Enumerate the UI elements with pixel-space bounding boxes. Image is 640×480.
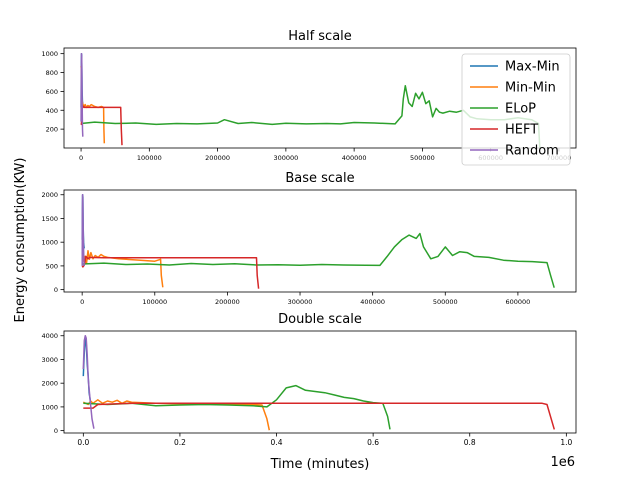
series-line-elop [83, 384, 391, 430]
x-tick-label: 400000 [360, 298, 385, 306]
x-tick-label: 0.4 [271, 438, 283, 447]
y-tick-label: 1000 [41, 403, 58, 411]
subplot-double: Double scale 0.0 0.2 0.4 0.6 0.8 1.0 0 1000 2000 3… [41, 312, 577, 447]
x-tick-label: 100000 [142, 298, 167, 306]
y-tick-label: 2000 [41, 380, 58, 388]
legend-box [461, 53, 571, 166]
x-tick-label: 0.2 [174, 438, 186, 447]
legend: Max-Min Min-Min ELoP HEFT Random [461, 53, 571, 166]
x-offset-label: 1e6 [550, 455, 575, 470]
x-tick-label: 500000 [410, 154, 435, 162]
y-tick-label: 2000 [41, 191, 58, 199]
y-tick-label: 4000 [41, 332, 58, 340]
series-group [82, 334, 556, 431]
x-axis-label: Time (minutes) [270, 457, 370, 472]
y-tick-label: 200 [46, 126, 58, 134]
x-tick-label: 500000 [433, 298, 458, 306]
legend-label: Random [505, 144, 559, 159]
y-axis-label: Energy consumption(KW) [13, 158, 28, 323]
x-tick-label: 1.0 [560, 438, 572, 447]
x-tick-label: 300000 [273, 154, 298, 162]
x-tick-label: 0.8 [464, 438, 476, 447]
axes-frame [63, 330, 577, 434]
subplot-title: Base scale [285, 171, 354, 186]
subplot-base: Base scale 0 100000 200000 300000 400000 50000… [41, 171, 577, 306]
y-tick-label: 0 [54, 427, 58, 435]
x-tick-label: 600000 [505, 298, 530, 306]
y-tick-label: 500 [46, 262, 58, 270]
y-tick-label: 1000 [41, 50, 58, 58]
series-line-elop [82, 232, 555, 288]
series-line-random [82, 334, 95, 429]
x-tick-label: 300000 [288, 298, 313, 306]
x-tick-label: 100000 [137, 154, 162, 162]
legend-label: ELoP [505, 102, 536, 117]
series-line-heft [81, 255, 260, 289]
legend-label: Max-Min [505, 60, 560, 75]
series-line-random [81, 193, 86, 266]
legend-label: Min-Min [505, 81, 556, 96]
x-tick-label: 200000 [215, 298, 240, 306]
x-tick-label: 0.0 [77, 438, 89, 447]
y-tick-label: 1500 [41, 215, 58, 223]
y-tick-label: 0 [54, 286, 58, 294]
x-tick-label: 400000 [342, 154, 367, 162]
x-tick-label: 200000 [205, 154, 230, 162]
series-line-random [80, 52, 84, 137]
axes-frame [63, 189, 577, 293]
y-tick-label: 3000 [41, 356, 58, 364]
axes-frame [63, 47, 577, 149]
y-tick-label: 400 [46, 107, 58, 115]
y-tick-label: 1000 [41, 239, 58, 247]
subplot-title: Double scale [278, 312, 362, 327]
y-tick-label: 600 [46, 88, 58, 96]
series-group [81, 193, 555, 289]
x-tick-label: 0 [79, 154, 83, 162]
legend-label: HEFT [505, 123, 538, 138]
x-tick-label: 0.6 [367, 438, 379, 447]
y-tick-label: 800 [46, 69, 58, 77]
x-tick-label: 0 [80, 298, 84, 306]
subplot-title: Half scale [288, 29, 352, 44]
